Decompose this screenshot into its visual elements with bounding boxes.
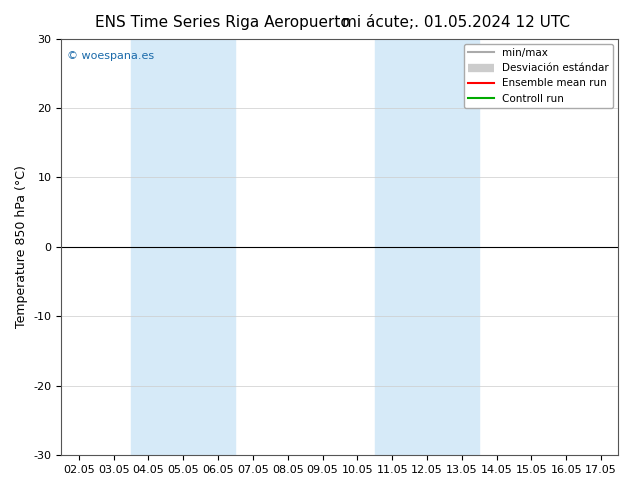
Text: ENS Time Series Riga Aeropuerto: ENS Time Series Riga Aeropuerto	[94, 15, 349, 30]
Y-axis label: Temperature 850 hPa (°C): Temperature 850 hPa (°C)	[15, 166, 28, 328]
Bar	[375, 39, 479, 455]
Legend: min/max, Desviación estándar, Ensemble mean run, Controll run: min/max, Desviación estándar, Ensemble m…	[464, 44, 613, 108]
Text: © woespana.es: © woespana.es	[67, 51, 154, 61]
Text: mi ácute;. 01.05.2024 12 UTC: mi ácute;. 01.05.2024 12 UTC	[342, 15, 571, 30]
Bar	[131, 39, 235, 455]
